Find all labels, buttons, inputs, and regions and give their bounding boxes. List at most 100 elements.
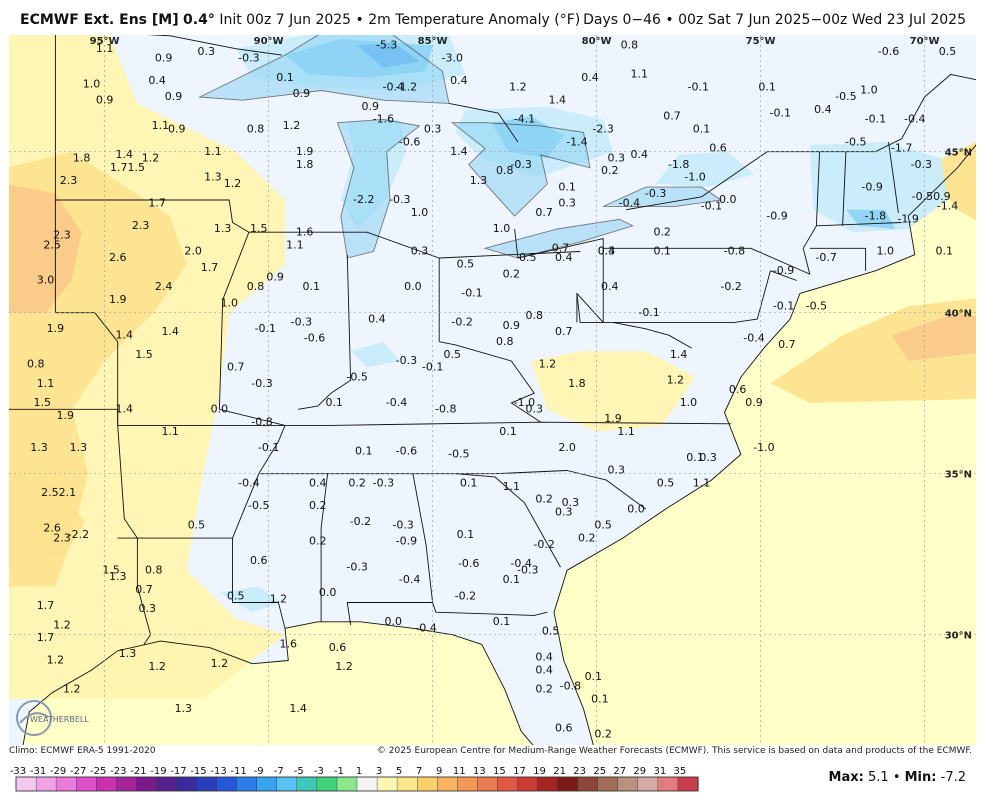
anomaly-value-label: 0.5 [519,251,537,264]
anomaly-value-label: 0.1 [276,71,294,84]
anomaly-value-label: 0.4 [598,245,616,258]
anomaly-value-label: 1.0 [680,396,698,409]
anomaly-value-label: 0.6 [555,721,573,734]
anomaly-value-label: 0.3 [138,602,156,615]
anomaly-value-label: -0.3 [396,354,417,367]
scale-swatch [176,776,198,792]
scale-label: -25 [90,766,106,777]
anomaly-value-label: 0.8 [496,164,514,177]
latitude-label: 35°N [945,470,972,481]
anomaly-value-label: 0.5 [457,258,475,271]
anomaly-value-label: 2.3 [53,531,71,544]
cool-anomaly-area [809,142,948,233]
anomaly-value-label: -0.8 [560,679,581,692]
anomaly-value-label: -0.6 [399,135,420,148]
warm-anomaly-area [891,312,976,361]
anomaly-value-label: 0.1 [758,81,776,94]
anomaly-value-label: 0.3 [198,45,216,58]
anomaly-value-label: -0.3 [373,477,394,490]
scale-swatch [336,776,358,792]
scale-swatch [156,776,178,792]
anomaly-value-label: -1.8 [668,158,689,171]
border-line [320,473,329,622]
coastline-borders [9,35,976,745]
anomaly-value-label: 0.8 [621,39,639,52]
scale-label: 1 [356,766,362,777]
anomaly-value-label: 0.2 [601,164,619,177]
anomaly-value-label: 1.9 [109,293,127,306]
anomaly-value-label: -0.9 [766,209,787,222]
anomaly-value-label: 0.3 [526,403,544,416]
anomaly-value-label: 1.2 [539,357,557,370]
scale-swatch [537,776,559,792]
anomaly-value-label: 1.2 [47,654,65,667]
scale-label: 23 [573,766,586,777]
scale-swatch [296,776,318,792]
anomaly-value-label: -0.4 [415,621,436,634]
anomaly-value-label: 1.1 [96,42,114,55]
scale-label: 5 [396,766,402,777]
anomaly-value-label: -1.0 [753,441,774,454]
anomaly-value-label: 0.4 [368,312,386,325]
anomaly-value-label: 1.4 [289,702,307,715]
anomaly-value-label: 1.5 [102,564,120,577]
scale-swatch [136,776,158,792]
model-name: ECMWF Ext. Ens [M] [20,12,179,28]
border-line [298,254,352,410]
anomaly-value-label: -0.4 [238,477,259,490]
anomaly-value-label: -0.1 [461,287,482,300]
anomaly-value-label: 0.7 [535,206,553,219]
init-time: Init 00z 7 Jun 2025 [219,12,352,28]
anomaly-value-label: 2.0 [558,441,576,454]
anomaly-value-label: 0.1 [325,396,343,409]
anomaly-value-label: 1.6 [280,638,298,651]
scale-swatch [597,776,619,792]
anomaly-value-label: -1.9 [897,213,918,226]
anomaly-value-label: -0.8 [724,245,745,258]
anomaly-value-label: 0.1 [693,122,711,135]
scale-swatch [15,776,37,792]
anomaly-value-label: -0.3 [392,518,413,531]
title-bar: ECMWF Ext. Ens [M] 0.4° Init 00z 7 Jun 2… [0,0,984,34]
anomaly-value-label: 2.5 [43,238,61,251]
anomaly-value-label: -0.3 [389,193,410,206]
scale-label: 7 [416,766,422,777]
anomaly-value-label: 1.1 [161,425,179,438]
anomaly-value-label: 1.3 [175,702,193,715]
anomaly-value-label: 1.2 [53,618,71,631]
anomaly-value-label: -1.2 [396,81,417,94]
anomaly-value-label: 0.6 [329,641,347,654]
anomaly-value-label: 0.2 [653,225,671,238]
max-label: Max: [828,770,864,785]
anomaly-value-label: -0.2 [455,589,476,602]
anomaly-value-label: 0.4 [450,74,468,87]
scale-label: 15 [493,766,506,777]
great-lake [198,35,450,104]
anomaly-value-label: 0.5 [657,477,675,490]
scale-label: -15 [190,766,206,777]
anomaly-value-label: 0.3 [424,122,442,135]
anomaly-value-label: -0.3 [346,560,367,573]
anomaly-value-label: 0.0 [627,502,645,515]
anomaly-value-label: 1.2 [148,660,166,673]
anomaly-value-label: 1.8 [296,158,314,171]
longitude-label: 95°W [90,36,120,47]
anomaly-value-label: 0.0 [719,193,737,206]
anomaly-value-label: 1.0 [411,206,429,219]
anomaly-value-label: 0.1 [936,245,954,258]
anomaly-value-label: -0.3 [645,187,666,200]
anomaly-value-label: -0.3 [238,52,259,65]
scale-labels: -33 -31 -29 -27 -25 -23 -21 -19 -17 -15 -13 -11 -9 -7… [10,766,686,777]
anomaly-value-label: 1.4 [116,328,134,341]
scale-label: -31 [30,766,46,777]
anomaly-value-label: 0.4 [814,103,832,116]
anomaly-value-label: -0.9 [396,535,417,548]
anomaly-value-label: -0.6 [878,45,899,58]
anomaly-value-label: -1.8 [865,209,886,222]
scale-swatch [276,776,298,792]
anomaly-value-label: 0.2 [309,535,327,548]
border-line [147,35,282,56]
anomaly-value-label: 0.3 [608,151,626,164]
anomaly-value-label: 0.1 [493,615,511,628]
anomaly-value-label: 1.1 [503,480,521,493]
